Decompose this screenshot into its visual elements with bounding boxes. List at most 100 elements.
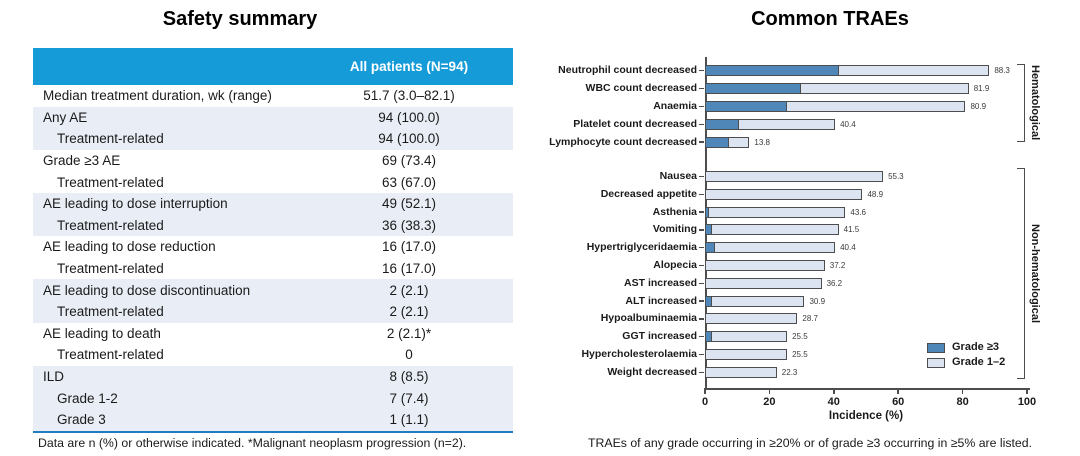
category-tick <box>699 336 704 338</box>
table-header-value-cell: All patients (N=94) <box>349 59 469 74</box>
grade12-bar-segment <box>705 224 839 236</box>
table-row-label: Grade 3 <box>57 412 106 428</box>
table-row: Treatment-related 2 (2.1) <box>33 300 513 323</box>
category-tick <box>699 87 704 90</box>
x-axis-tick <box>961 389 964 394</box>
grade3-bar-segment <box>705 242 716 254</box>
x-axis-line <box>703 388 1030 390</box>
grade3-bar-segment <box>705 118 740 130</box>
table-row-value: 0 <box>405 347 413 363</box>
table-row-value: 2 (2.1) <box>389 304 429 320</box>
bar-value-label: 43.6 <box>850 207 866 217</box>
group-bracket <box>1017 168 1025 379</box>
table-row: AE leading to death 2 (2.1)* <box>33 323 513 345</box>
category-label: Nausea <box>659 170 697 182</box>
legend-row: Grade ≥3 <box>927 342 1005 353</box>
grade3-bar-segment <box>705 136 729 148</box>
table-row: AE leading to dose reduction 16 (17.0) <box>33 236 513 258</box>
table-row-label: AE leading to death <box>43 325 161 341</box>
category-tick <box>699 193 704 195</box>
category-tick <box>699 105 704 107</box>
grade12-bar-segment <box>705 331 788 343</box>
grade12-bar-segment <box>705 242 836 254</box>
bar-value-label: 41.5 <box>843 225 860 235</box>
x-axis-tick-label: 20 <box>763 396 776 408</box>
x-axis-tick-label: 60 <box>892 396 905 408</box>
category-label: Anaemia <box>653 99 697 112</box>
category-label: ALT increased <box>625 294 697 307</box>
grade12-bar-segment <box>705 188 863 200</box>
table-row-label: AE leading to dose reduction <box>43 239 216 255</box>
category-label: WBC count decreased <box>585 81 697 94</box>
legend-swatch <box>927 357 945 368</box>
bar-value-label: 13.8 <box>754 137 770 147</box>
category-tick <box>699 247 704 249</box>
bar-value-label: 22.3 <box>781 367 798 377</box>
category-tick <box>699 141 704 143</box>
table-row: Grade 1-2 7 (7.4) <box>33 387 513 409</box>
table-row: Treatment-related 94 (100.0) <box>33 128 513 150</box>
bar-value-label: 88.3 <box>994 66 1010 75</box>
category-tick <box>699 282 704 284</box>
x-axis-tick-label: 0 <box>701 396 709 408</box>
safety-summary-title: Safety summary <box>162 8 318 30</box>
table-header-row: All patients (N=94) <box>33 48 513 85</box>
grade12-bar-segment <box>705 349 788 360</box>
bar-value-label: 36.2 <box>826 278 843 288</box>
legend-row: Grade 1–2 <box>927 357 1005 368</box>
grade12-bar-segment <box>705 313 798 325</box>
grade12-bar-segment <box>705 295 805 307</box>
category-tick <box>699 371 704 373</box>
table-row: AE leading to dose interruption 49 (52.1) <box>33 192 513 215</box>
table-row-label: AE leading to dose discontinuation <box>43 282 251 298</box>
category-label: Lymphocyte count decreased <box>549 135 697 148</box>
table-row-label: Any AE <box>43 109 88 125</box>
table-row-value: 8 (8.5) <box>389 369 429 385</box>
table-body: Median treatment duration, wk (range) 51.… <box>33 85 513 433</box>
legend-label: Grade 1–2 <box>952 356 1006 368</box>
group-label: Hematological <box>1029 65 1041 141</box>
chart-legend: Grade ≥3 Grade 1–2 <box>927 342 1005 368</box>
table-row-value: 7 (7.4) <box>389 390 429 406</box>
table-row: Treatment-related 63 (67.0) <box>33 171 513 193</box>
legend-label: Grade ≥3 <box>952 341 1000 353</box>
table-row: Grade ≥3 AE 69 (73.4) <box>33 150 513 172</box>
category-label: Hypercholesterolaemia <box>581 348 697 360</box>
table-row-label: ILD <box>43 369 65 385</box>
table-row-value: 2 (2.1)* <box>386 325 432 341</box>
bar-value-label: 81.9 <box>973 83 990 93</box>
category-label: Alopecia <box>653 259 697 271</box>
category-tick <box>699 353 704 356</box>
category-label: AST increased <box>624 276 697 289</box>
category-label: Hypertriglyceridaemia <box>586 241 697 254</box>
table-row-value: 51.7 (3.0–82.1) <box>363 88 455 104</box>
table-row-label: Treatment-related <box>57 174 164 190</box>
category-tick <box>699 211 704 213</box>
category-label: Platelet count decreased <box>573 117 697 130</box>
table-row-label: Treatment-related <box>57 131 164 147</box>
table-row-label: AE leading to dose interruption <box>43 196 228 212</box>
table-row: Any AE 94 (100.0) <box>33 106 513 129</box>
category-label: Weight decreased <box>607 365 697 378</box>
table-header-empty-cell <box>33 48 305 85</box>
grade3-bar-segment <box>705 295 712 307</box>
bar-value-label: 40.4 <box>840 243 856 253</box>
category-tick <box>699 175 704 178</box>
group-label: Non-hematological <box>1029 223 1041 323</box>
grade12-bar-segment <box>705 206 846 218</box>
table-footnote: Data are n (%) or otherwise indicated. *… <box>38 436 467 450</box>
x-axis-tick <box>704 389 706 394</box>
category-tick <box>699 264 704 267</box>
x-axis-tick <box>897 389 899 394</box>
x-axis-tick-label: 40 <box>827 396 840 408</box>
grade12-bar-segment <box>705 171 884 182</box>
grade12-bar-segment <box>705 260 825 271</box>
grade12-bar-segment <box>705 366 777 378</box>
grade12-bar-segment <box>705 277 822 289</box>
table-row-value: 1 (1.1) <box>389 412 429 428</box>
chart-footnote: TRAEs of any grade occurring in ≥20% or … <box>587 436 1033 450</box>
bar-value-label: 80.9 <box>970 101 987 111</box>
grade3-bar-segment <box>705 82 801 94</box>
traes-bar-chart: 0 20 40 60 80 100 Incidence (%) Neutrophil coun… <box>540 0 1080 456</box>
